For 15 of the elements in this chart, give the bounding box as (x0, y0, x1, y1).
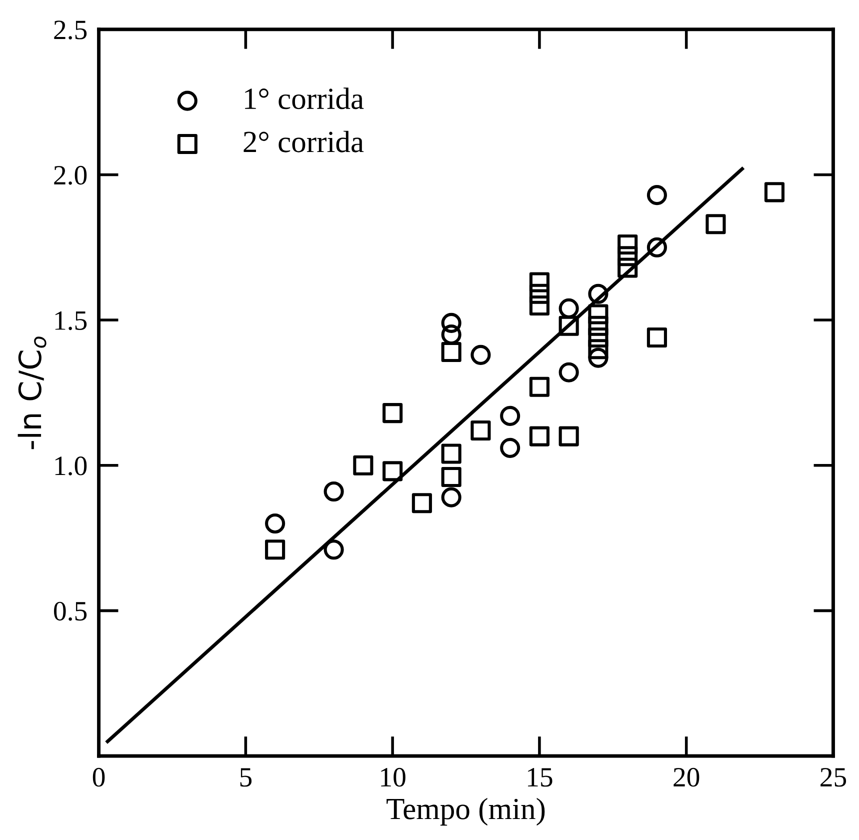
x-tick-label: 10 (381, 768, 406, 787)
y-tick-label: 1.0 (55, 456, 87, 476)
legend-label: 1° corrida (245, 88, 364, 110)
x-tick-label: 5 (240, 768, 252, 787)
y-axis-title: -ln C/C$_{o}$ (18, 336, 46, 450)
x-tick-label: 0 (92, 768, 105, 787)
y-tick-label: 0.5 (54, 602, 87, 621)
y-tick-label: 1.5 (55, 311, 87, 330)
legend-label: 2° corrida (244, 130, 364, 152)
y-tick-label: 2.0 (54, 166, 87, 185)
x-tick-label: 15 (528, 768, 552, 787)
x-tick-label: 20 (674, 768, 700, 787)
y-tick-label: 2.5 (54, 20, 87, 40)
x-axis-title: Tempo (min) (386, 798, 545, 826)
x-tick-label: 25 (820, 768, 846, 787)
